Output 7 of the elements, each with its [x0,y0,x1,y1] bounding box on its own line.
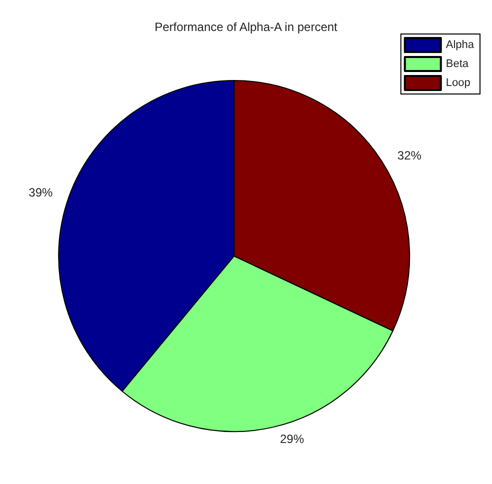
chart-title: Performance of Alpha-A in percent [154,20,338,34]
data-label: 39% [28,186,53,200]
legend-label: Loop [446,77,470,89]
legend-label: Beta [446,58,470,70]
data-label: 32% [397,148,422,163]
legend-label: Alpha [446,39,475,51]
data-label: 29% [280,432,304,446]
